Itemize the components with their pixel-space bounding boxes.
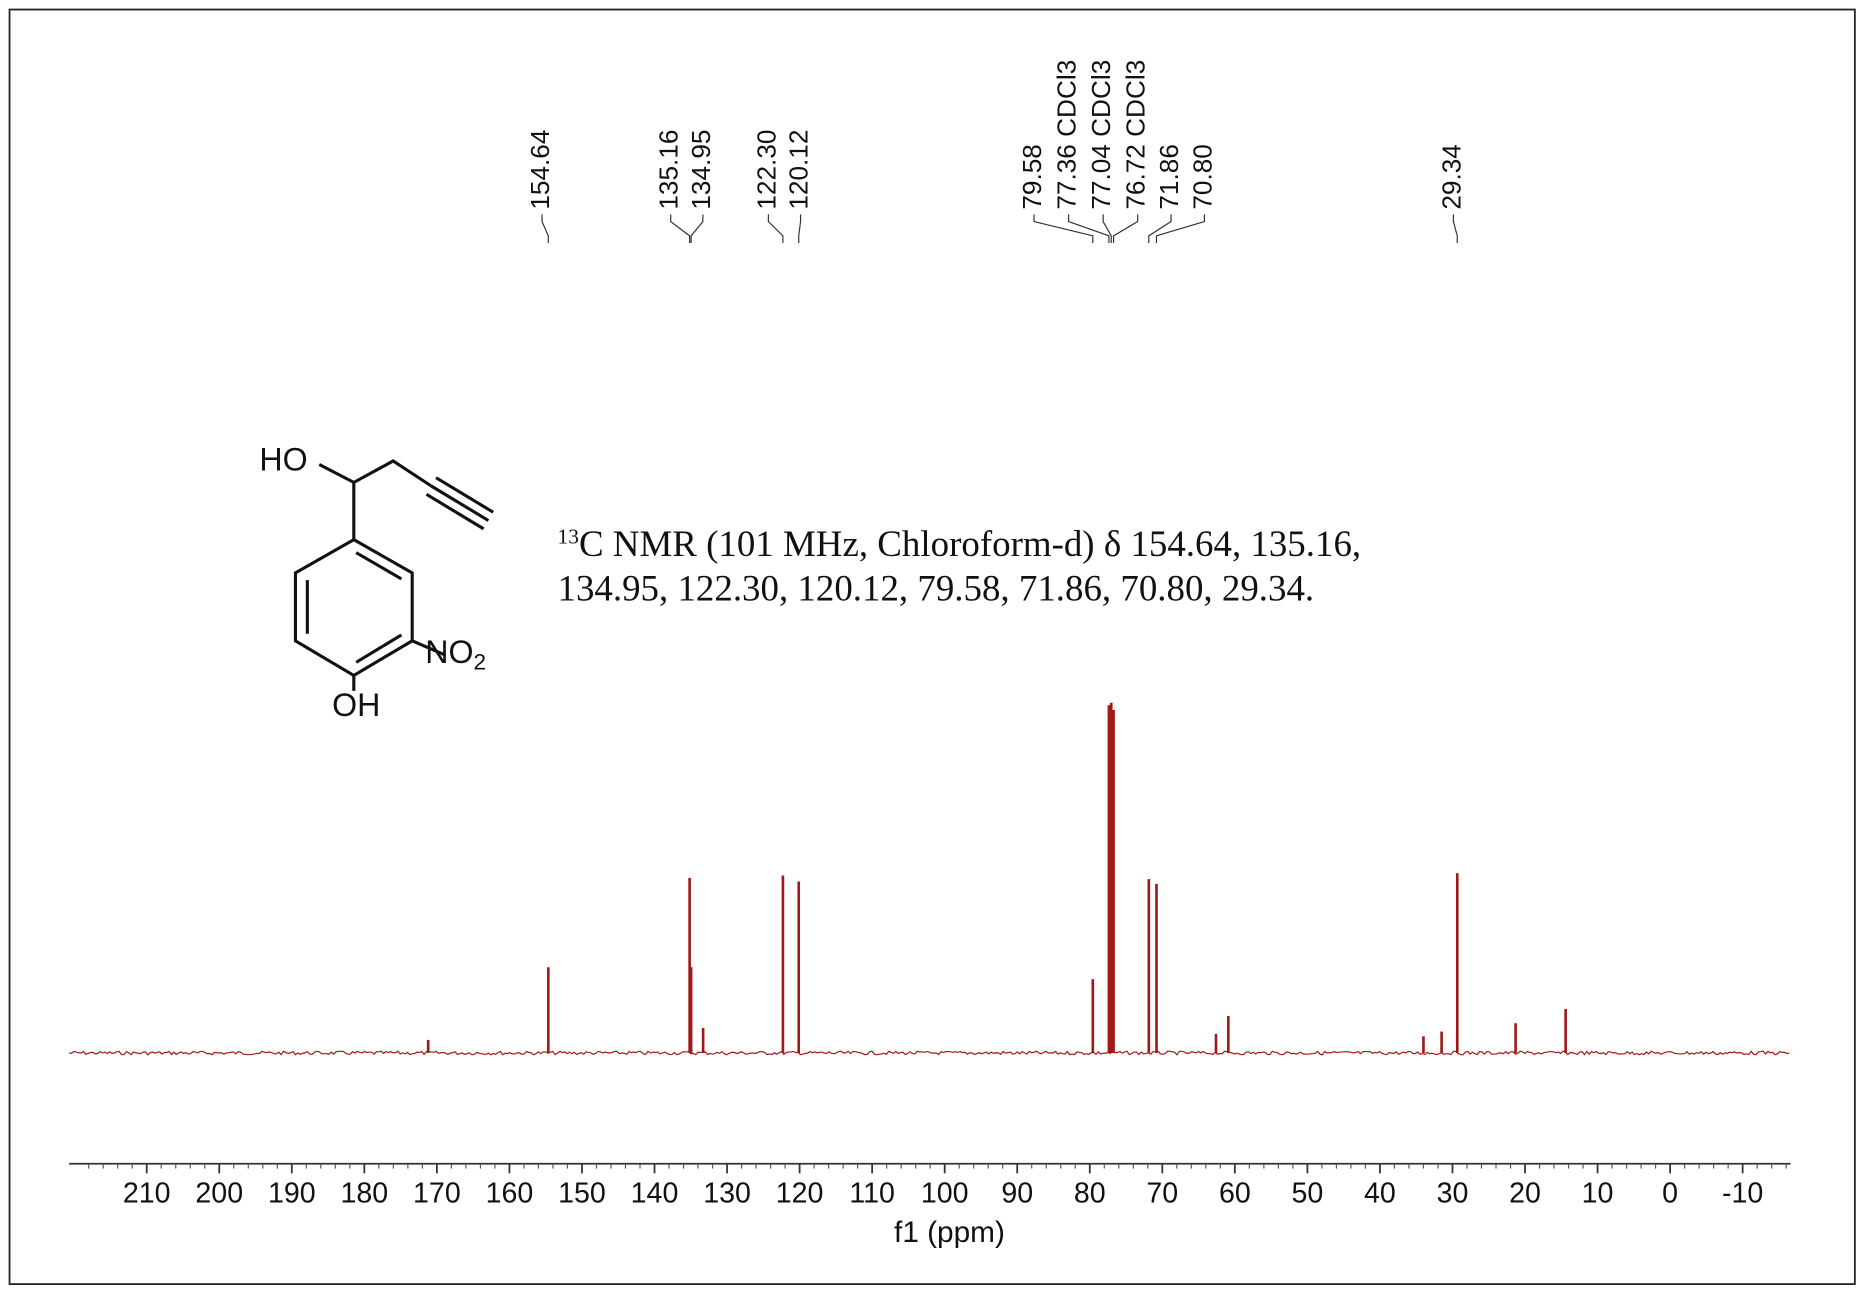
peak-label: 79.58 (1017, 144, 1047, 210)
structure (293, 459, 494, 691)
x-axis-label: f1 (ppm) (894, 1216, 1005, 1249)
peak-label: 122.30 (751, 130, 781, 210)
peak-label: 134.95 (686, 130, 716, 210)
x-tick-label: 40 (1364, 1177, 1396, 1209)
isotope: 13 (558, 524, 579, 548)
x-tick-label: 110 (849, 1177, 895, 1209)
x-tick-label: 150 (558, 1177, 606, 1209)
bond (353, 459, 433, 488)
bond (411, 639, 447, 657)
x-tick-label: 80 (1074, 1177, 1106, 1209)
x-tick-label: 100 (921, 1177, 969, 1209)
x-tick-label: 170 (413, 1177, 461, 1209)
x-tick-label: 0 (1662, 1177, 1678, 1209)
baseline-noise (69, 1050, 1790, 1056)
peak-connector (1033, 214, 1094, 243)
peak-label: 154.64 (525, 130, 555, 210)
x-tick-label: 70 (1146, 1177, 1178, 1209)
peak-connector (541, 214, 549, 243)
atom-label: HO (259, 442, 307, 478)
atom-label: OH (332, 687, 380, 723)
annotation-line: 134.95, 122.30, 120.12, 79.58, 71.86, 70… (558, 567, 1315, 608)
x-tick-label: 180 (340, 1177, 388, 1209)
atom-subscript: 2 (474, 649, 487, 674)
triple-bond (425, 493, 485, 531)
peak-label: 77.36 CDCl3 (1052, 60, 1082, 210)
x-tick-label: 200 (195, 1177, 243, 1209)
x-tick-label: 210 (123, 1177, 171, 1209)
peak-label: 120.12 (783, 130, 813, 210)
x-tick-label: 120 (776, 1177, 824, 1209)
annotation-line: C NMR (101 MHz, Chloroform-d) δ 154.64, … (579, 523, 1361, 565)
x-tick-label: 50 (1291, 1177, 1323, 1209)
atom-label: NO2 (425, 633, 486, 674)
x-tick-label: 20 (1509, 1177, 1541, 1209)
frame (8, 8, 1856, 1285)
peak-connector (1112, 214, 1139, 243)
peak-connector (670, 214, 691, 243)
annotation: 13C NMR (101 MHz, Chloroform-d) δ 154.64… (558, 523, 1362, 565)
peak-label: 76.72 CDCl3 (1121, 60, 1151, 210)
triple-bond (430, 484, 490, 522)
peak-connector (767, 214, 784, 243)
atom-label: NO (425, 633, 473, 669)
peak-label: 71.86 (1154, 144, 1184, 210)
x-tick-label: 10 (1582, 1177, 1614, 1209)
peak-connector (690, 214, 704, 243)
peak-connector (1452, 214, 1458, 243)
peak-label: 70.80 (1187, 144, 1217, 210)
x-tick-label: 90 (1001, 1177, 1033, 1209)
peak-connector (1102, 214, 1112, 243)
double-bond (355, 551, 403, 581)
x-tick-label: 60 (1219, 1177, 1251, 1209)
x-tick-label: 160 (486, 1177, 534, 1209)
x-tick-label: 190 (268, 1177, 316, 1209)
x-tick-label: 140 (631, 1177, 679, 1209)
x-tick-label: 130 (703, 1177, 751, 1209)
peak-connector (1155, 214, 1205, 243)
peak-connector (1067, 214, 1110, 243)
x-tick-label: -10 (1722, 1177, 1763, 1209)
x-tick-label: 30 (1437, 1177, 1469, 1209)
peak-label: 135.16 (654, 130, 684, 210)
triple-bond (435, 476, 494, 514)
peak-connector (1148, 214, 1172, 243)
peak-connector (798, 214, 802, 243)
peak-label: 77.04 CDCl3 (1086, 60, 1116, 210)
peak-label: 29.34 (1436, 144, 1466, 210)
double-bond (355, 633, 403, 664)
